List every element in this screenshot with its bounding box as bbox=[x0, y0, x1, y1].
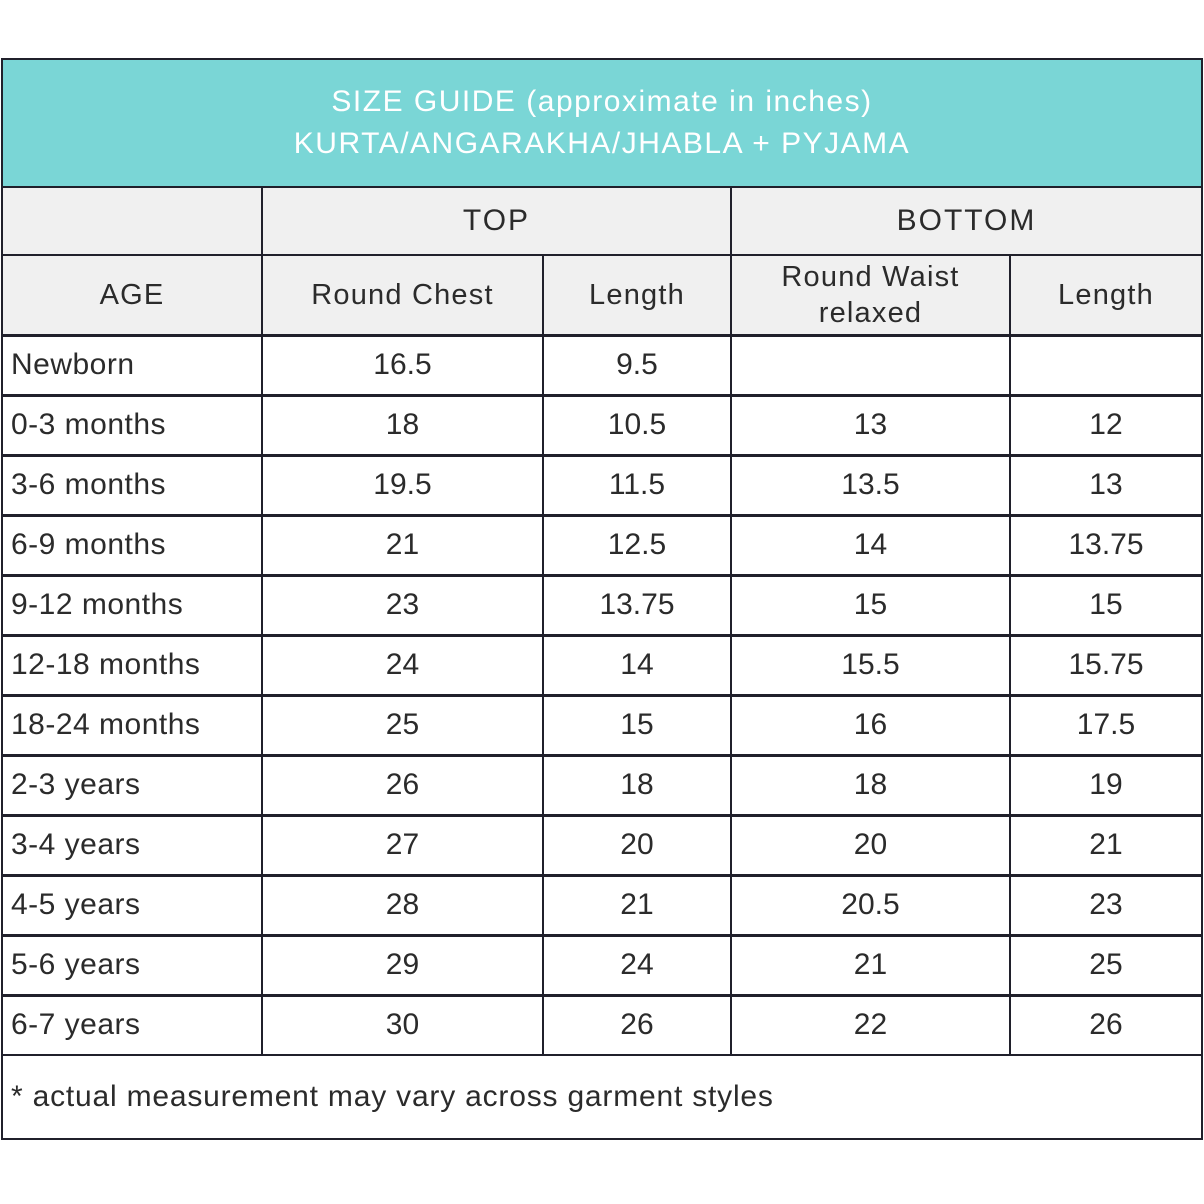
cell-top-length: 26 bbox=[541, 993, 732, 1056]
cell-top-length: 12.5 bbox=[541, 513, 732, 576]
cell-age: 6-7 years bbox=[0, 993, 263, 1056]
cell-bottom-length: 17.5 bbox=[1008, 693, 1204, 756]
cell-round-chest: 30 bbox=[260, 993, 544, 1056]
cell-top-length: 13.75 bbox=[541, 573, 732, 636]
column-header-bottom-length: Length bbox=[1008, 254, 1204, 337]
cell-age: Newborn bbox=[0, 333, 263, 396]
cell-bottom-length: 26 bbox=[1008, 993, 1204, 1056]
column-header-round-chest: Round Chest bbox=[260, 254, 544, 337]
table-row-newborn: Newborn 16.5 9.5 bbox=[0, 333, 1204, 396]
cell-age: 3-6 months bbox=[0, 453, 263, 516]
title-line-2: KURTA/ANGARAKHA/JHABLA + PYJAMA bbox=[293, 127, 911, 160]
column-header-top-length: Length bbox=[541, 254, 732, 337]
cell-round-chest: 26 bbox=[260, 753, 544, 816]
cell-age: 12-18 months bbox=[0, 633, 263, 696]
cell-top-length: 11.5 bbox=[541, 453, 732, 516]
table-row-18-24-months: 18-24 months 25 15 16 17.5 bbox=[0, 693, 1204, 756]
column-header-row: AGE Round Chest Length Round Waist relax… bbox=[0, 254, 1204, 337]
table-row-3-6-months: 3-6 months 19.5 11.5 13.5 13 bbox=[0, 453, 1204, 516]
group-header-empty bbox=[0, 186, 263, 256]
table-row-6-7-years: 6-7 years 30 26 22 26 bbox=[0, 993, 1204, 1056]
table-title: SIZE GUIDE (approximate in inches) KURTA… bbox=[0, 58, 1204, 188]
cell-bottom-length: 21 bbox=[1008, 813, 1204, 876]
table-row-6-9-months: 6-9 months 21 12.5 14 13.75 bbox=[0, 513, 1204, 576]
cell-age: 9-12 months bbox=[0, 573, 263, 636]
cell-bottom-length: 19 bbox=[1008, 753, 1204, 816]
group-header-row: TOP BOTTOM bbox=[0, 186, 1204, 256]
cell-round-waist: 15.5 bbox=[729, 633, 1011, 696]
cell-round-waist: 15 bbox=[729, 573, 1011, 636]
cell-bottom-length: 15 bbox=[1008, 573, 1204, 636]
cell-round-chest: 28 bbox=[260, 873, 544, 936]
cell-bottom-length: 12 bbox=[1008, 393, 1204, 456]
cell-round-chest: 27 bbox=[260, 813, 544, 876]
group-header-bottom: BOTTOM bbox=[729, 186, 1204, 256]
cell-round-chest: 24 bbox=[260, 633, 544, 696]
title-line-1: SIZE GUIDE (approximate in inches) bbox=[331, 85, 873, 118]
table-row-5-6-years: 5-6 years 29 24 21 25 bbox=[0, 933, 1204, 996]
table-row-2-3-years: 2-3 years 26 18 18 19 bbox=[0, 753, 1204, 816]
cell-round-waist: 18 bbox=[729, 753, 1011, 816]
table-row-9-12-months: 9-12 months 23 13.75 15 15 bbox=[0, 573, 1204, 636]
cell-round-waist: 21 bbox=[729, 933, 1011, 996]
group-header-top: TOP bbox=[260, 186, 732, 256]
cell-top-length: 24 bbox=[541, 933, 732, 996]
cell-round-waist: 22 bbox=[729, 993, 1011, 1056]
cell-top-length: 21 bbox=[541, 873, 732, 936]
cell-bottom-length: 25 bbox=[1008, 933, 1204, 996]
cell-round-chest: 29 bbox=[260, 933, 544, 996]
cell-round-waist: 14 bbox=[729, 513, 1011, 576]
cell-round-waist: 13.5 bbox=[729, 453, 1011, 516]
cell-top-length: 18 bbox=[541, 753, 732, 816]
cell-round-chest: 18 bbox=[260, 393, 544, 456]
cell-age: 18-24 months bbox=[0, 693, 263, 756]
cell-bottom-length: 23 bbox=[1008, 873, 1204, 936]
cell-age: 6-9 months bbox=[0, 513, 263, 576]
cell-age: 4-5 years bbox=[0, 873, 263, 936]
cell-age: 2-3 years bbox=[0, 753, 263, 816]
cell-round-waist: 20.5 bbox=[729, 873, 1011, 936]
column-header-round-waist: Round Waist relaxed bbox=[729, 254, 1011, 337]
cell-top-length: 14 bbox=[541, 633, 732, 696]
column-header-age: AGE bbox=[0, 254, 263, 337]
cell-round-chest: 23 bbox=[260, 573, 544, 636]
cell-bottom-length: 15.75 bbox=[1008, 633, 1204, 696]
cell-age: 5-6 years bbox=[0, 933, 263, 996]
cell-top-length: 10.5 bbox=[541, 393, 732, 456]
cell-round-chest: 16.5 bbox=[260, 333, 544, 396]
table-row-0-3-months: 0-3 months 18 10.5 13 12 bbox=[0, 393, 1204, 456]
cell-top-length: 20 bbox=[541, 813, 732, 876]
cell-round-waist: 20 bbox=[729, 813, 1011, 876]
cell-round-waist bbox=[729, 333, 1011, 396]
cell-top-length: 9.5 bbox=[541, 333, 732, 396]
cell-round-chest: 19.5 bbox=[260, 453, 544, 516]
table-row-4-5-years: 4-5 years 28 21 20.5 23 bbox=[0, 873, 1204, 936]
table-row-12-18-months: 12-18 months 24 14 15.5 15.75 bbox=[0, 633, 1204, 696]
cell-round-waist: 16 bbox=[729, 693, 1011, 756]
cell-bottom-length: 13.75 bbox=[1008, 513, 1204, 576]
title-row: SIZE GUIDE (approximate in inches) KURTA… bbox=[0, 58, 1204, 188]
cell-age: 3-4 years bbox=[0, 813, 263, 876]
cell-bottom-length bbox=[1008, 333, 1204, 396]
cell-round-waist: 13 bbox=[729, 393, 1011, 456]
cell-bottom-length: 13 bbox=[1008, 453, 1204, 516]
cell-top-length: 15 bbox=[541, 693, 732, 756]
cell-round-chest: 25 bbox=[260, 693, 544, 756]
cell-round-chest: 21 bbox=[260, 513, 544, 576]
cell-age: 0-3 months bbox=[0, 393, 263, 456]
footnote-row: * actual measurement may vary across gar… bbox=[0, 1054, 1204, 1140]
footnote: * actual measurement may vary across gar… bbox=[0, 1054, 1204, 1140]
table-row-3-4-years: 3-4 years 27 20 20 21 bbox=[0, 813, 1204, 876]
column-header-round-waist-label: Round Waist relaxed bbox=[781, 260, 960, 329]
size-guide-table: SIZE GUIDE (approximate in inches) KURTA… bbox=[0, 58, 1204, 1140]
